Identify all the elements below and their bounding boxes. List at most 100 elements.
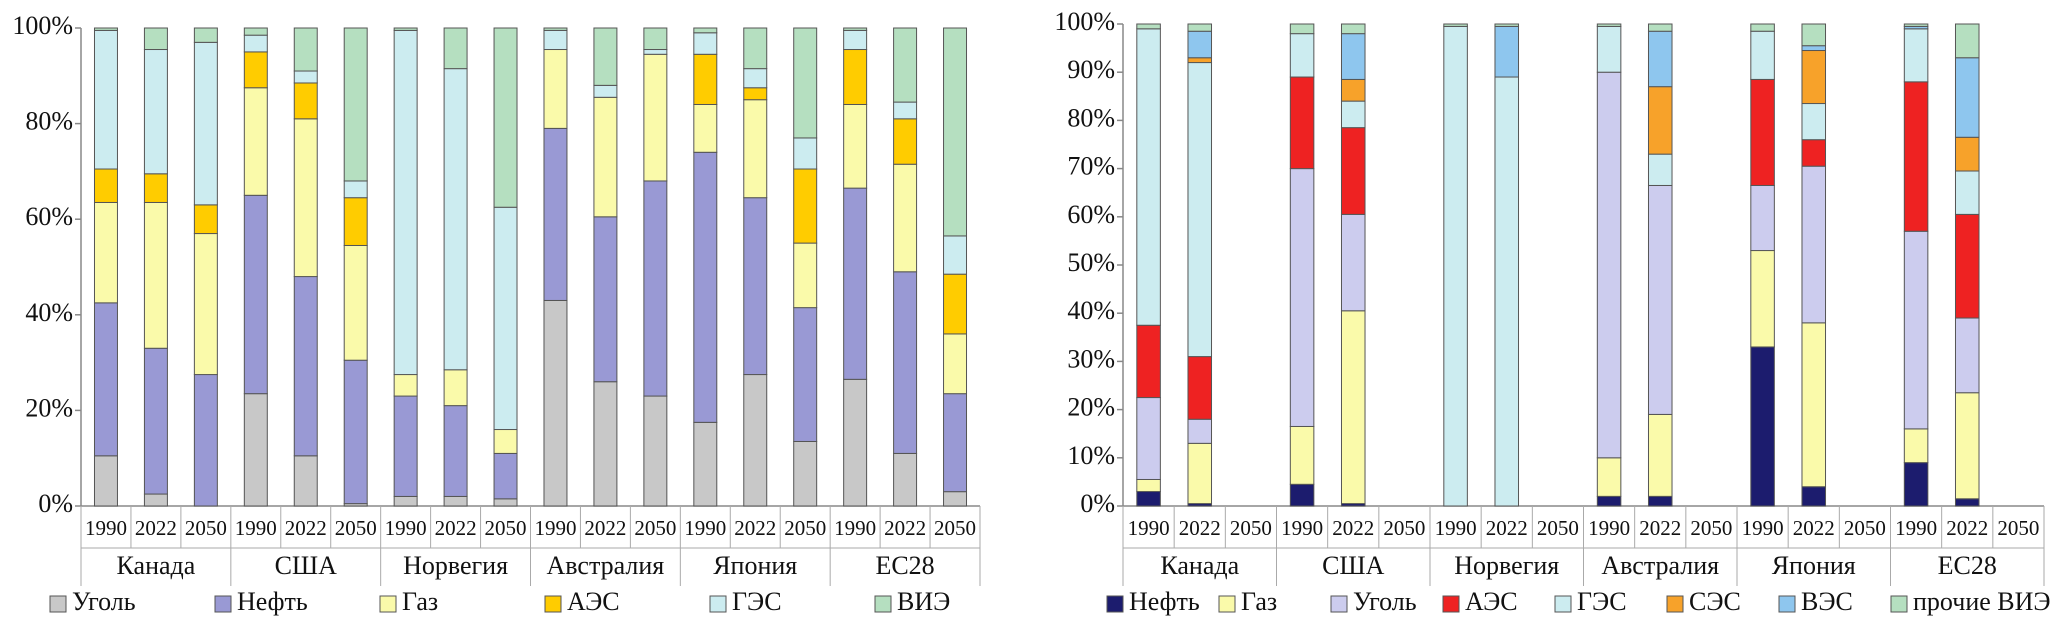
group-label: США — [1322, 551, 1385, 580]
x-tick-label: 2022 — [435, 516, 477, 540]
bar-segment — [343, 27, 368, 182]
legend-swatch — [1666, 595, 1684, 613]
bar-segment — [1187, 356, 1213, 420]
bar-segment — [543, 127, 568, 301]
bar-segment — [1596, 71, 1622, 459]
bar-segment — [293, 27, 318, 72]
x-tick-label: 2022 — [884, 516, 926, 540]
bar-segment — [343, 180, 368, 199]
bar-segment — [1750, 23, 1775, 32]
y-tick-label: 80% — [1067, 103, 1115, 132]
bar-segment — [293, 118, 318, 278]
bar-segment — [1647, 30, 1673, 88]
bar-segment — [493, 206, 518, 431]
x-tick-label: 2022 — [135, 516, 177, 540]
bar-segment — [93, 27, 118, 31]
bar-segment — [1647, 413, 1673, 497]
x-tick-label: 2050 — [1230, 516, 1272, 540]
bar-segment — [1340, 213, 1366, 312]
group-label: США — [275, 551, 338, 580]
legend-label: Нефть — [237, 587, 308, 616]
group-label: ЕС28 — [1938, 551, 1997, 580]
bar-segment — [1596, 457, 1622, 497]
y-tick-label: 50% — [1067, 248, 1115, 277]
legend-label: АЭС — [567, 587, 620, 616]
legend-label: Газ — [402, 587, 438, 616]
bar-segment — [943, 333, 968, 395]
group-label: Япония — [713, 551, 797, 580]
bar-segment — [343, 359, 368, 505]
bar-segment — [1289, 483, 1315, 507]
bar-segment — [1136, 28, 1161, 326]
bar-segment — [943, 235, 968, 275]
bar-segment — [1187, 57, 1213, 64]
bar-segment — [1750, 78, 1775, 186]
bar-segment — [493, 27, 518, 208]
bar-segment — [393, 374, 418, 397]
legend-swatch — [49, 595, 67, 613]
bar-segment — [1443, 23, 1468, 27]
bar-segment — [1136, 397, 1161, 480]
x-tick-label: 1990 — [1895, 516, 1937, 540]
bar-segment — [893, 452, 918, 507]
y-tick-label: 90% — [1067, 55, 1115, 84]
x-tick-label: 1990 — [534, 516, 576, 540]
bar-segment — [193, 374, 218, 507]
legend-swatch — [1890, 595, 1908, 613]
legend-label: АЭС — [1465, 587, 1518, 616]
bar-segment — [1289, 168, 1315, 427]
legend-label: ГЭС — [732, 587, 782, 616]
bar-segment — [343, 197, 368, 246]
x-tick-label: 2050 — [1383, 516, 1425, 540]
bar-segment — [793, 440, 818, 507]
bar-segment — [543, 299, 568, 507]
x-tick-label: 2050 — [1844, 516, 1886, 540]
legend-swatch — [1554, 595, 1572, 613]
legend-swatch — [214, 595, 232, 613]
bar-segment — [143, 493, 168, 507]
x-tick-label: 2050 — [1537, 516, 1579, 540]
bar-segment — [1340, 78, 1366, 102]
bar-segment — [1494, 25, 1520, 78]
bar-segment — [1801, 165, 1827, 324]
x-tick-label: 2022 — [1179, 516, 1221, 540]
bar-segment — [93, 29, 118, 170]
bar-segment — [593, 27, 618, 86]
bar-segment — [543, 29, 568, 51]
x-tick-label: 1990 — [834, 516, 876, 540]
bar-segment — [793, 137, 818, 170]
bar-segment — [1954, 317, 1980, 394]
bar-segment — [1647, 184, 1673, 415]
bar-segment — [443, 405, 468, 497]
legend-swatch — [379, 595, 397, 613]
bar-segment — [1340, 100, 1366, 129]
x-tick-label: 2022 — [1639, 516, 1681, 540]
bar-segment — [393, 395, 418, 497]
legend-swatch — [544, 595, 562, 613]
x-tick-label: 2050 — [934, 516, 976, 540]
group-label: Норвегия — [403, 551, 508, 580]
bar-segment — [893, 27, 918, 103]
y-tick-label: 70% — [1067, 152, 1115, 181]
legend-swatch — [874, 595, 892, 613]
y-tick-label: 20% — [25, 393, 73, 422]
bar-segment — [193, 27, 218, 43]
x-tick-label: 2050 — [485, 516, 527, 540]
x-tick-label: 2050 — [634, 516, 676, 540]
bar-segment — [1954, 23, 1980, 59]
bar-segment — [243, 51, 268, 89]
legend-label: Уголь — [72, 587, 136, 616]
bar-segment — [543, 49, 568, 129]
y-tick-label: 80% — [25, 107, 73, 136]
bar-segment — [1903, 81, 1929, 232]
bar-segment — [793, 307, 818, 442]
bar-segment — [843, 187, 868, 380]
x-tick-label: 1990 — [385, 516, 427, 540]
bar-segment — [1187, 418, 1213, 444]
bar-segment — [443, 369, 468, 407]
bar-segment — [1647, 86, 1673, 155]
x-tick-label: 2022 — [1332, 516, 1374, 540]
y-tick-label: 10% — [1067, 441, 1115, 470]
bar-segment — [1750, 30, 1775, 80]
bar-segment — [1903, 462, 1929, 507]
